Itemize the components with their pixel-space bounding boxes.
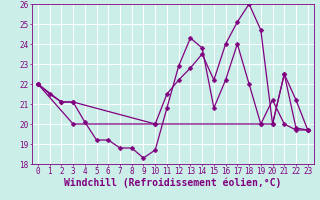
X-axis label: Windchill (Refroidissement éolien,°C): Windchill (Refroidissement éolien,°C): [64, 178, 282, 188]
